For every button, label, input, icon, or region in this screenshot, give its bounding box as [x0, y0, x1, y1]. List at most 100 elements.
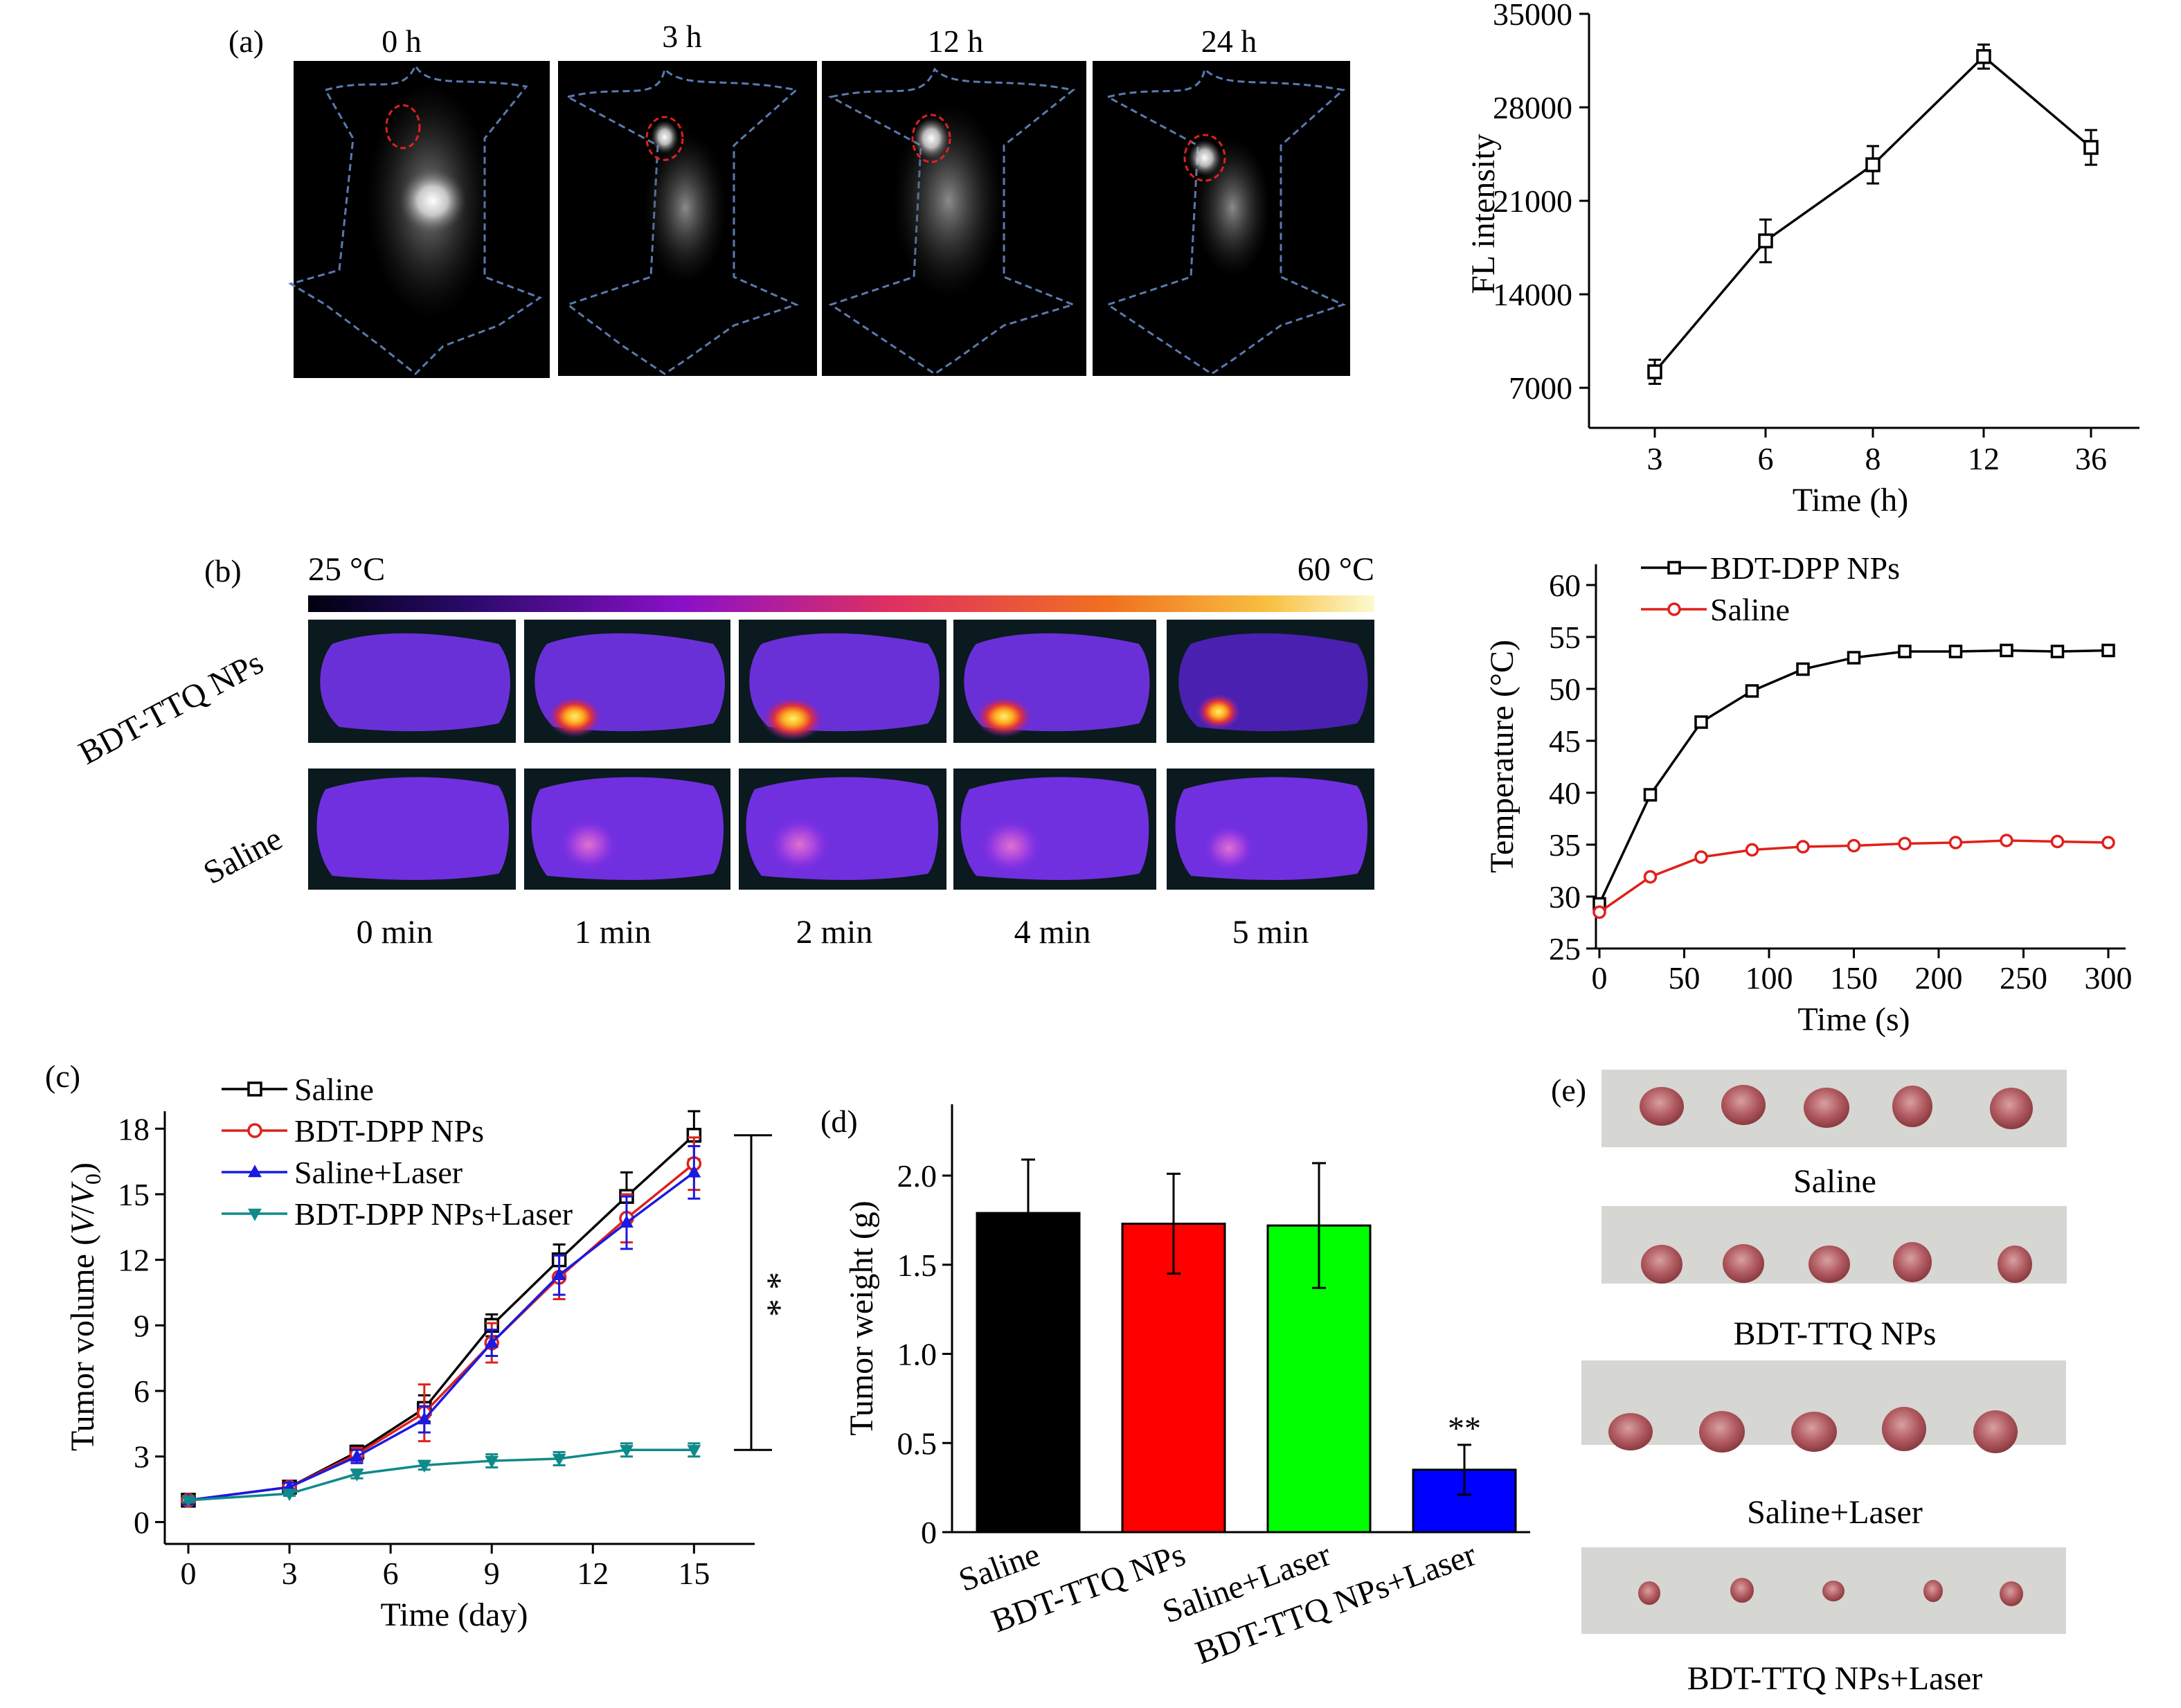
y-tick-label: 0 [134, 1504, 150, 1540]
x-tick-label: 3 [282, 1556, 298, 1591]
data-point [1745, 684, 1759, 698]
thermal-row-saline [308, 768, 1374, 890]
y-tick-label: 1.0 [897, 1337, 937, 1372]
y-axis-title: FL intensity [1465, 134, 1502, 294]
panel-a-images [288, 61, 1350, 378]
significance-label: * * [749, 1272, 789, 1317]
legend-label: BDT-DPP NPs [294, 1113, 484, 1149]
data-point [350, 1468, 364, 1482]
x-tick-label: 100 [1745, 960, 1793, 996]
legend-marker [1667, 561, 1681, 575]
series-line [1653, 55, 2092, 373]
tumor-group-label-bdt-ttq-laser: BDT-TTQ NPs+Laser [1687, 1660, 1983, 1697]
y-tick-label: 18 [118, 1111, 150, 1147]
tumor-group-label-saline-laser: Saline+Laser [1747, 1494, 1923, 1531]
y-tick-label: 0.5 [897, 1426, 937, 1461]
thermal-time-1min: 1 min [575, 914, 652, 951]
thermal-time-5min: 5 min [1232, 914, 1309, 951]
data-point [1865, 157, 1881, 172]
legend-label: Saline [1710, 592, 1790, 627]
data-point [1592, 905, 1606, 919]
x-tick-label: 15 [678, 1556, 710, 1591]
thermal-row-label-saline: Saline [197, 820, 288, 892]
y-tick-label: 25 [1549, 931, 1581, 967]
y-axis-title: Tumor volume (V/V0) [64, 1162, 105, 1451]
thermal-time-0min: 0 min [357, 914, 433, 951]
x-tick-label: 50 [1669, 960, 1700, 996]
legend-label: Saline [294, 1072, 374, 1107]
legend-marker [247, 1081, 262, 1097]
y-tick-label: 28000 [1493, 90, 1572, 125]
tumor-group-label-saline: Saline [1793, 1163, 1876, 1200]
thermal-row-bdt-ttq [308, 620, 1374, 743]
y-axis-title-part: Tumor volume ( [64, 1234, 101, 1451]
data-point [1948, 645, 1963, 658]
panel-a-label: (a) [228, 24, 264, 59]
y-axis-title-part: V [64, 1211, 101, 1234]
thermal-row-label-bdt-ttq: BDT-TTQ NPs [73, 644, 269, 771]
y-tick-label: 60 [1549, 568, 1581, 603]
data-point [1758, 233, 1773, 249]
y-axis-title-part: ) [64, 1162, 101, 1174]
y-tick-label: 3 [134, 1439, 150, 1475]
x-tick-label: 9 [484, 1556, 500, 1591]
y-axis-title-part: / [64, 1205, 101, 1214]
y-tick-label: 35000 [1493, 0, 1572, 32]
x-tick-label: 150 [1830, 960, 1878, 996]
data-point [485, 1455, 499, 1468]
y-tick-label: 45 [1549, 723, 1581, 759]
data-point [1796, 840, 1810, 854]
x-tick-label: 3 [1647, 441, 1663, 476]
y-tick-label: 2.0 [897, 1158, 937, 1194]
tumor-photos [1581, 1070, 2067, 1634]
data-point [350, 1448, 364, 1462]
series-line [188, 1448, 694, 1502]
panel-e-label: (e) [1551, 1072, 1586, 1108]
y-tick-label: 35 [1549, 827, 1581, 863]
y-tick-label: 1.5 [897, 1248, 937, 1283]
data-point [620, 1445, 634, 1458]
thermal-images [308, 620, 1374, 890]
x-tick-label: 8 [1865, 441, 1881, 476]
x-tick-label: 36 [2075, 441, 2107, 476]
tumors-bdt-ttq-laser [1638, 1578, 2023, 1606]
x-tick-label: 300 [2085, 960, 2133, 996]
data-point [1898, 836, 1912, 851]
time-label-24h: 24 h [1201, 24, 1257, 59]
data-point [1948, 836, 1963, 849]
legend-label: BDT-DPP NPs [1710, 550, 1900, 586]
x-tick-label: 250 [2000, 960, 2047, 996]
data-point [2000, 834, 2013, 847]
data-point [417, 1412, 431, 1425]
tumor-group-label-bdt-ttq: BDT-TTQ NPs [1734, 1315, 1937, 1352]
data-point [2101, 643, 2115, 658]
x-tick-label: 200 [1915, 960, 1963, 996]
tumors-saline-laser [1608, 1407, 2018, 1453]
x-tick-label: 6 [1758, 441, 1774, 476]
fluorescence-image-12h [822, 61, 1086, 376]
y-tick-label: 55 [1549, 620, 1581, 655]
legend-label: Saline+Laser [294, 1155, 463, 1190]
data-point [1898, 645, 1912, 658]
x-axis-title: Time (s) [1797, 1001, 1910, 1038]
data-point [1847, 838, 1861, 853]
data-point [1694, 715, 1708, 729]
x-axis-title: Time (h) [1793, 482, 1909, 519]
fluorescence-image-24h [1093, 61, 1350, 376]
data-point [1694, 850, 1708, 864]
data-point [687, 1165, 701, 1178]
data-point [1643, 870, 1658, 884]
y-tick-label: 0 [921, 1515, 937, 1550]
panel-d-label: (d) [820, 1104, 858, 1139]
y-tick-label: 7000 [1509, 370, 1572, 406]
tumors-saline [1640, 1085, 2033, 1129]
legend-marker [248, 1165, 262, 1178]
y-axis-title-part: 0 [80, 1174, 105, 1185]
legend-marker [248, 1208, 262, 1221]
y-tick-label: 40 [1549, 775, 1581, 811]
fluorescence-image-0h [288, 61, 550, 378]
x-tick-label: 0 [181, 1556, 197, 1591]
